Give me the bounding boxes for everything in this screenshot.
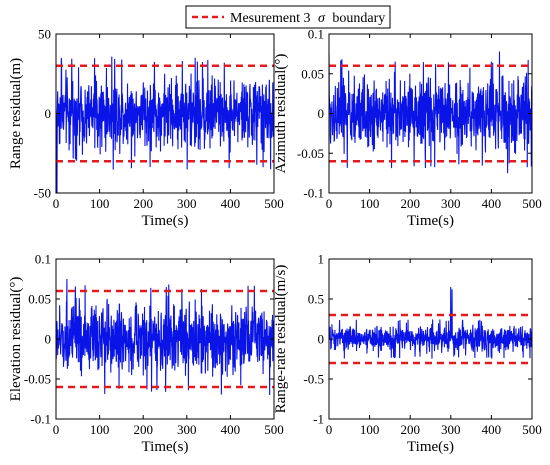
x-tick-label: 100 <box>360 422 380 437</box>
x-axis-label: Time(s) <box>407 439 454 455</box>
legend: Mesurement 3 σ boundary <box>185 5 391 29</box>
x-tick-label: 200 <box>133 196 153 211</box>
y-tick-label: 0.05 <box>28 292 51 307</box>
legend-symbol: σ <box>318 11 326 26</box>
y-tick-label: 0 <box>45 106 52 121</box>
y-tick-label: -0.05 <box>297 146 324 161</box>
x-tick-label: 0 <box>326 422 333 437</box>
x-tick-label: 300 <box>177 196 197 211</box>
x-tick-label: 500 <box>522 196 542 211</box>
y-tick-label: 1 <box>318 252 325 267</box>
x-tick-label: 0 <box>53 422 60 437</box>
x-tick-label: 300 <box>441 196 461 211</box>
y-tick-label: 0.5 <box>308 292 324 307</box>
y-tick-label: -0.1 <box>30 412 51 427</box>
legend-box <box>185 5 391 29</box>
y-axis-label: Azimuth residual(°) <box>273 54 289 174</box>
y-tick-label: 0 <box>318 106 325 121</box>
series-line-range-rate <box>329 286 532 359</box>
y-tick-label: -50 <box>34 186 51 201</box>
y-axis-label: Range residual(m) <box>8 58 24 169</box>
x-tick-label: 300 <box>177 422 197 437</box>
x-tick-label: 400 <box>482 196 502 211</box>
x-axis-label: Time(s) <box>142 439 189 455</box>
y-tick-label: -0.05 <box>24 372 51 387</box>
legend-suffix: boundary <box>332 11 385 26</box>
y-tick-label: -1 <box>313 412 324 427</box>
x-tick-label: 500 <box>264 196 284 211</box>
y-axis-label: Range-rate residual(m/s) <box>273 265 289 414</box>
y-axis-label: Elevation residual(°) <box>8 277 24 402</box>
panel-elevation: 0 100 200 300 400 500 -0.1 -0.05 0 0.05 0.1 Time(s)… <box>8 252 284 456</box>
y-tick-label: 0 <box>45 332 52 347</box>
x-tick-label: 200 <box>400 422 420 437</box>
x-tick-label: 400 <box>482 422 502 437</box>
x-tick-label: 400 <box>221 196 241 211</box>
x-axis-label: Time(s) <box>407 213 454 229</box>
x-tick-label: 100 <box>90 422 110 437</box>
panel-range-rate: 0 100 200 300 400 500 -1 -0.5 0 0.5 1 Time(s) Range-… <box>273 252 542 456</box>
x-tick-label: 500 <box>522 422 542 437</box>
series-line-range <box>56 56 274 193</box>
x-tick-label: 500 <box>264 422 284 437</box>
x-axis-label: Time(s) <box>142 213 189 229</box>
x-tick-label: 0 <box>326 196 333 211</box>
x-tick-label: 400 <box>221 422 241 437</box>
y-tick-label: 0.1 <box>308 27 324 42</box>
x-tick-label: 100 <box>90 196 110 211</box>
y-tick-label: -0.1 <box>303 186 324 201</box>
series-line-azimuth <box>329 51 532 174</box>
x-tick-label: 0 <box>53 196 60 211</box>
y-tick-label: 0.1 <box>35 252 51 267</box>
y-tick-label: 50 <box>38 27 51 42</box>
y-tick-label: -0.5 <box>303 372 324 387</box>
y-tick-label: 0.05 <box>301 66 324 81</box>
legend-label: Mesurement 3 σ boundary <box>230 11 385 26</box>
x-tick-label: 100 <box>360 196 380 211</box>
x-tick-label: 300 <box>441 422 461 437</box>
x-tick-label: 200 <box>133 422 153 437</box>
x-tick-label: 200 <box>400 196 420 211</box>
legend-text: Mesurement 3 <box>230 11 310 26</box>
panel-azimuth: 0 100 200 300 400 500 -0.1 -0.05 0 0.05 0.1 Time(s)… <box>273 27 542 230</box>
series-line-elevation <box>56 278 274 396</box>
y-tick-label: 0 <box>318 332 325 347</box>
